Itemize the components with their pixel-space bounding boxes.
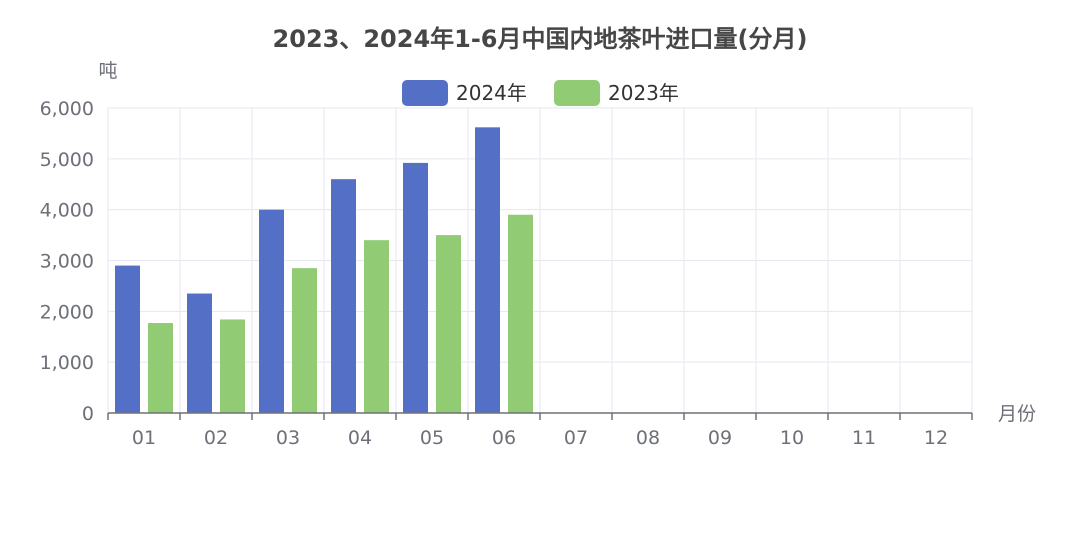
x-tick-label: 05 <box>420 427 444 449</box>
x-axis-label: 月份 <box>998 403 1036 425</box>
bar-2023年-06[interactable] <box>508 214 533 413</box>
x-tick-label: 04 <box>348 427 372 449</box>
bar-2023年-03[interactable] <box>292 268 317 413</box>
axes: 0 1,000 2,000 3,000 4,000 5,000 6,000 01 02 03 04 0… <box>40 98 973 449</box>
y-tick-label: 3,000 <box>40 251 94 273</box>
x-tick-label: 01 <box>132 427 156 449</box>
legend-label: 2023年 <box>608 81 679 105</box>
bar-2023年-02[interactable] <box>220 319 245 413</box>
legend-item[interactable]: 2023年 <box>554 80 679 106</box>
y-tick-label: 1,000 <box>40 352 94 374</box>
chart-title: 2023、2024年1-6月中国内地茶叶进口量(分月) <box>273 25 808 53</box>
x-tick-label: 07 <box>564 427 588 449</box>
bar-2024年-04[interactable] <box>331 179 356 413</box>
bar-2024年-03[interactable] <box>259 209 284 413</box>
x-tick-label: 11 <box>852 427 876 449</box>
y-tick-label: 6,000 <box>40 98 94 120</box>
x-tick-label: 12 <box>924 427 948 449</box>
legend: 2024年 2023年 <box>402 80 679 106</box>
y-tick-label: 5,000 <box>40 149 94 171</box>
x-tick-label: 06 <box>492 427 516 449</box>
legend-swatch <box>554 80 600 106</box>
grid <box>107 107 973 413</box>
bars <box>115 127 533 414</box>
legend-swatch <box>402 80 448 106</box>
bar-2024年-06[interactable] <box>475 127 500 414</box>
bar-2023年-05[interactable] <box>436 235 461 413</box>
y-tick-label: 0 <box>82 403 94 425</box>
bar-2024年-02[interactable] <box>187 293 212 413</box>
y-tick-label: 4,000 <box>40 200 94 222</box>
legend-item[interactable]: 2024年 <box>402 80 527 106</box>
legend-label: 2024年 <box>456 81 527 105</box>
y-axis-label: 吨 <box>98 60 117 82</box>
bar-2024年-05[interactable] <box>403 162 428 413</box>
y-tick-label: 2,000 <box>40 301 94 323</box>
x-tick-label: 09 <box>708 427 732 449</box>
bar-2024年-01[interactable] <box>115 265 140 413</box>
x-tick-label: 10 <box>780 427 804 449</box>
x-tick-label: 08 <box>636 427 660 449</box>
x-tick-label: 03 <box>276 427 300 449</box>
bar-2023年-01[interactable] <box>148 323 173 413</box>
bar-2023年-04[interactable] <box>364 240 389 413</box>
x-tick-label: 02 <box>204 427 228 449</box>
